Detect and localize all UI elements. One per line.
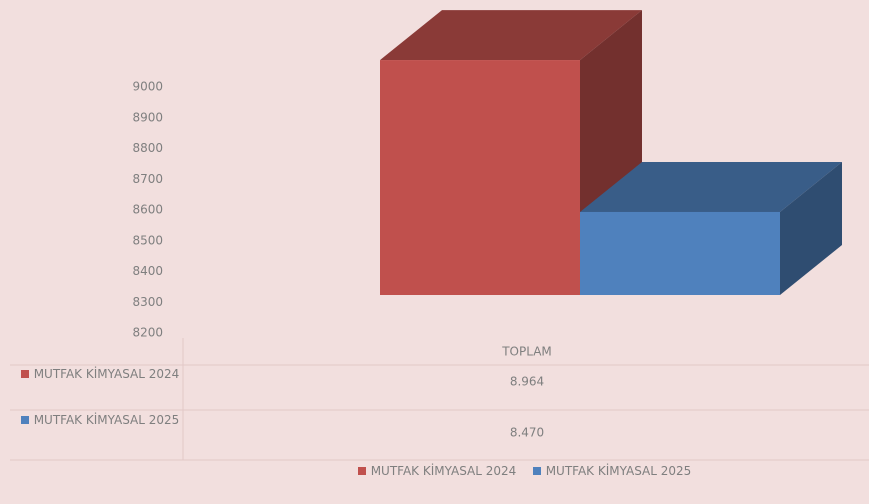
y-tick-label: 9000: [132, 80, 163, 94]
bar: [580, 211, 780, 295]
legend-text: MUTFAK KİMYASAL 2025: [33, 413, 180, 427]
y-tick-label: 8800: [132, 141, 163, 155]
legend-entry: MUTFAK KİMYASAL 2024: [352, 462, 522, 481]
y-tick-label: 8300: [132, 295, 163, 309]
bar: [380, 60, 580, 295]
x-category-label: TOPLAM: [501, 345, 552, 359]
legend-text: MUTFAK KİMYASAL 2024: [370, 464, 517, 478]
y-tick-label: 8500: [132, 233, 163, 247]
bar-side: [780, 161, 842, 295]
y-tick-label: 8200: [132, 326, 163, 340]
legend-entry: MUTFAK KİMYASAL 2025: [527, 462, 697, 481]
table-value: 8.470: [510, 426, 544, 440]
legend-text: MUTFAK KİMYASAL 2024: [33, 367, 180, 381]
table-value: 8.964: [510, 375, 544, 389]
legend-swatch: [20, 416, 29, 424]
y-tick-label: 8600: [132, 203, 163, 217]
table-series-label: MUTFAK KİMYASAL 2025: [15, 411, 185, 430]
legend-swatch: [20, 370, 29, 378]
legend-swatch: [532, 467, 541, 475]
y-tick-label: 8900: [132, 110, 163, 124]
bar-top: [580, 161, 842, 212]
table-series-label: MUTFAK KİMYASAL 2024: [15, 365, 185, 384]
legend-text: MUTFAK KİMYASAL 2025: [545, 464, 692, 478]
legend-swatch: [357, 467, 366, 475]
bar-top: [380, 10, 642, 61]
y-tick-label: 8700: [132, 172, 163, 186]
y-tick-label: 8400: [132, 264, 163, 278]
